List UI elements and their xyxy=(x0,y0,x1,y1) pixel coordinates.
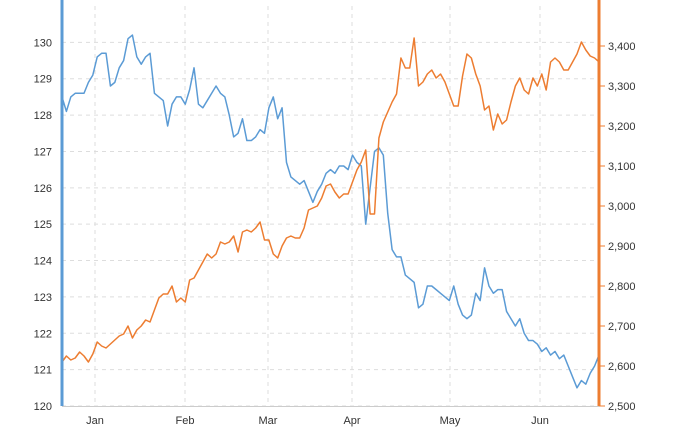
left-tick-label: 130 xyxy=(34,37,52,49)
right-tick-label: 2,600 xyxy=(608,361,636,373)
series-layer xyxy=(61,34,600,389)
x-tick-label: Jan xyxy=(86,415,104,427)
x-tick-label: May xyxy=(440,415,461,427)
x-axis-ticks: Jan Feb Mar Apr May Jun xyxy=(86,415,549,427)
right-tick-label: 3,000 xyxy=(608,201,636,213)
left-tick-label: 121 xyxy=(34,365,52,377)
right-tick-label: 2,500 xyxy=(608,401,636,413)
right-tick-label: 2,900 xyxy=(608,241,636,253)
left-tick-label: 127 xyxy=(34,146,52,158)
series-line-right-axis xyxy=(61,37,600,363)
left-tick-label: 122 xyxy=(34,328,52,340)
x-tick-label: Jun xyxy=(531,415,549,427)
right-tick-label: 3,300 xyxy=(608,81,636,93)
right-tick-label: 2,700 xyxy=(608,321,636,333)
right-tick-label: 3,100 xyxy=(608,161,636,173)
x-tick-label: Apr xyxy=(343,415,360,427)
left-axis-ticks: 120 121 122 123 124 125 126 127 128 129 130 xyxy=(34,37,52,413)
x-tick-label: Mar xyxy=(259,415,278,427)
left-tick-label: 123 xyxy=(34,292,52,304)
left-tick-label: 120 xyxy=(34,401,52,413)
right-tick-label: 3,400 xyxy=(608,41,636,53)
series-line-left-axis xyxy=(61,34,600,389)
left-tick-label: 129 xyxy=(34,74,52,86)
left-tick-label: 128 xyxy=(34,110,52,122)
left-tick-label: 124 xyxy=(34,256,52,268)
axes xyxy=(60,0,601,407)
x-tick-label: Feb xyxy=(176,415,195,427)
left-tick-label: 126 xyxy=(34,183,52,195)
right-tick-label: 2,800 xyxy=(608,281,636,293)
right-axis-ticks: 2,500 2,600 2,700 2,800 2,900 3,000 3,100 3,200… xyxy=(599,41,636,413)
left-tick-label: 125 xyxy=(34,219,52,231)
right-tick-label: 3,200 xyxy=(608,121,636,133)
grid xyxy=(62,6,599,407)
